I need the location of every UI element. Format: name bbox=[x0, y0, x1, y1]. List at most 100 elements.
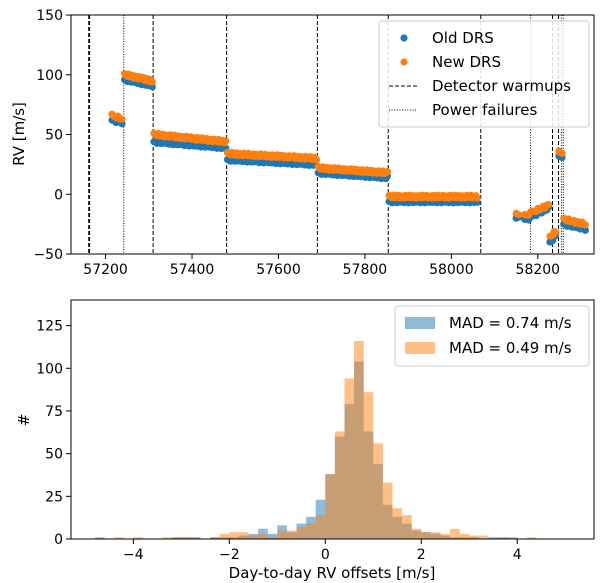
rv-x-ticks: 57200 57400 57600 57800 58000 58200 bbox=[83, 254, 560, 278]
legend-marker-old-drs bbox=[400, 34, 408, 42]
histogram-bar-mad-049 bbox=[325, 474, 335, 539]
histogram-bar-mad-049 bbox=[238, 532, 249, 539]
legend-label-mad-074: MAD = 0.74 m/s bbox=[449, 314, 572, 332]
x-tick-label: 58000 bbox=[429, 262, 474, 278]
new-drs-point bbox=[551, 228, 560, 236]
y-tick-label: −50 bbox=[33, 247, 63, 263]
histogram-bar-mad-049 bbox=[411, 528, 422, 539]
x-tick-label: 57200 bbox=[83, 262, 128, 278]
new-drs-point bbox=[383, 168, 391, 176]
histogram-bar-mad-049 bbox=[363, 392, 374, 539]
histogram-bar-mad-049 bbox=[277, 530, 287, 539]
histogram-bar-mad-049 bbox=[258, 533, 268, 539]
new-drs-point bbox=[118, 115, 126, 123]
histogram-bar-mad-049 bbox=[344, 378, 355, 539]
histogram-bar-mad-049 bbox=[382, 482, 393, 539]
histogram-legend: MAD = 0.74 m/s MAD = 0.49 m/s bbox=[394, 305, 590, 367]
histogram-bar-mad-049 bbox=[114, 537, 124, 539]
histogram-bar-mad-049 bbox=[267, 537, 278, 539]
histogram-bar-mad-049 bbox=[219, 533, 230, 539]
legend-label-new-drs: New DRS bbox=[432, 53, 501, 71]
old-drs-point bbox=[581, 226, 589, 234]
histogram-bar-mad-049 bbox=[421, 532, 431, 539]
legend-label-detector-warmups: Detector warmups bbox=[432, 77, 571, 95]
x-tick-label: 4 bbox=[513, 547, 522, 563]
histogram-bar-mad-049 bbox=[373, 443, 383, 539]
y-tick-label: 50 bbox=[45, 447, 63, 463]
x-tick-label: −4 bbox=[123, 547, 144, 563]
new-drs-point bbox=[558, 149, 566, 157]
histogram-bar-mad-074 bbox=[488, 537, 499, 539]
rv-panel: 57200 57400 57600 57800 58000 58200 −50 0 50 100… bbox=[10, 8, 595, 278]
histogram-bar-mad-049 bbox=[171, 537, 182, 539]
histogram-bar-mad-049 bbox=[315, 515, 326, 539]
old-drs-point bbox=[148, 83, 156, 91]
histogram-bar-mad-049 bbox=[306, 523, 316, 539]
legend-label-power-failures: Power failures bbox=[432, 101, 538, 119]
y-tick-label: 0 bbox=[54, 532, 63, 548]
y-tick-label: 25 bbox=[45, 489, 63, 505]
histogram-bar-mad-074 bbox=[94, 537, 105, 539]
histogram-bar-mad-049 bbox=[450, 528, 460, 539]
x-tick-label: −2 bbox=[219, 547, 240, 563]
y-tick-label: 150 bbox=[36, 8, 63, 24]
rv-y-axis-label: RV [m/s] bbox=[10, 102, 28, 166]
histogram-bar-mad-049 bbox=[440, 533, 451, 539]
y-tick-label: 100 bbox=[36, 68, 63, 84]
histogram-bar-mad-049 bbox=[430, 532, 441, 539]
histogram-bar-mad-049 bbox=[354, 340, 364, 539]
y-tick-label: 0 bbox=[54, 187, 63, 203]
histogram-x-ticks: −4 −2 0 2 4 bbox=[123, 539, 522, 563]
new-drs-point bbox=[312, 156, 321, 164]
y-tick-label: 100 bbox=[36, 361, 63, 377]
histogram-bar-mad-049 bbox=[334, 431, 345, 539]
legend-label-mad-049: MAD = 0.49 m/s bbox=[449, 339, 572, 357]
y-tick-label: 125 bbox=[36, 319, 63, 335]
rv-legend-box bbox=[378, 20, 590, 128]
histogram-bar-mad-049 bbox=[498, 537, 508, 539]
new-drs-point bbox=[148, 78, 156, 86]
offset-histogram-panel: −4 −2 0 2 4 0 25 50 75 100 125 Day-to-day RV offs… bbox=[15, 299, 595, 582]
rv-y-ticks: −50 0 50 100 150 bbox=[33, 8, 71, 263]
histogram-bars bbox=[94, 340, 537, 539]
legend-patch-mad-074 bbox=[405, 317, 435, 329]
histogram-bar-mad-049 bbox=[526, 537, 537, 539]
histogram-y-ticks: 0 25 50 75 100 125 bbox=[36, 319, 71, 548]
x-tick-label: 57600 bbox=[256, 262, 301, 278]
histogram-bar-mad-049 bbox=[210, 537, 220, 539]
legend-patch-mad-049 bbox=[405, 342, 435, 354]
histogram-plot-frame bbox=[70, 299, 595, 540]
x-tick-label: 2 bbox=[417, 547, 426, 563]
legend-label-old-drs: Old DRS bbox=[432, 29, 494, 47]
rv-legend: Old DRS New DRS Detector warmups Power f… bbox=[378, 20, 590, 128]
histogram-bar-mad-049 bbox=[392, 508, 403, 539]
x-tick-label: 0 bbox=[321, 547, 330, 563]
y-tick-label: 75 bbox=[45, 404, 63, 420]
new-drs-point bbox=[581, 221, 589, 229]
histogram-bar-mad-049 bbox=[459, 533, 470, 539]
new-drs-point bbox=[545, 200, 553, 209]
histogram-y-axis-label: # bbox=[15, 414, 33, 427]
histogram-bar-mad-049 bbox=[248, 535, 259, 539]
histogram-x-axis-label: Day-to-day RV offsets [m/s] bbox=[229, 564, 436, 582]
new-drs-point bbox=[515, 211, 523, 219]
histogram-bar-mad-049 bbox=[296, 527, 307, 539]
histogram-bar-mad-049 bbox=[286, 530, 297, 539]
x-tick-label: 58200 bbox=[516, 262, 561, 278]
histogram-bar-mad-049 bbox=[190, 537, 201, 539]
histogram-bar-mad-049 bbox=[162, 537, 172, 539]
x-tick-label: 57400 bbox=[170, 262, 215, 278]
histogram-bar-mad-049 bbox=[181, 537, 191, 539]
histogram-bar-mad-049 bbox=[133, 537, 143, 539]
new-drs-point bbox=[222, 137, 230, 145]
histogram-bar-mad-049 bbox=[478, 535, 489, 539]
histogram-bar-mad-074 bbox=[507, 537, 518, 539]
histogram-bar-mad-049 bbox=[402, 515, 412, 539]
histogram-bar-mad-049 bbox=[229, 532, 239, 539]
histogram-legend-box bbox=[394, 305, 590, 367]
histogram-bar-mad-049 bbox=[469, 535, 479, 539]
histogram-bar-mad-074 bbox=[267, 533, 278, 539]
rv-points bbox=[108, 69, 589, 246]
x-tick-label: 57800 bbox=[343, 262, 388, 278]
legend-marker-new-drs bbox=[400, 58, 408, 66]
